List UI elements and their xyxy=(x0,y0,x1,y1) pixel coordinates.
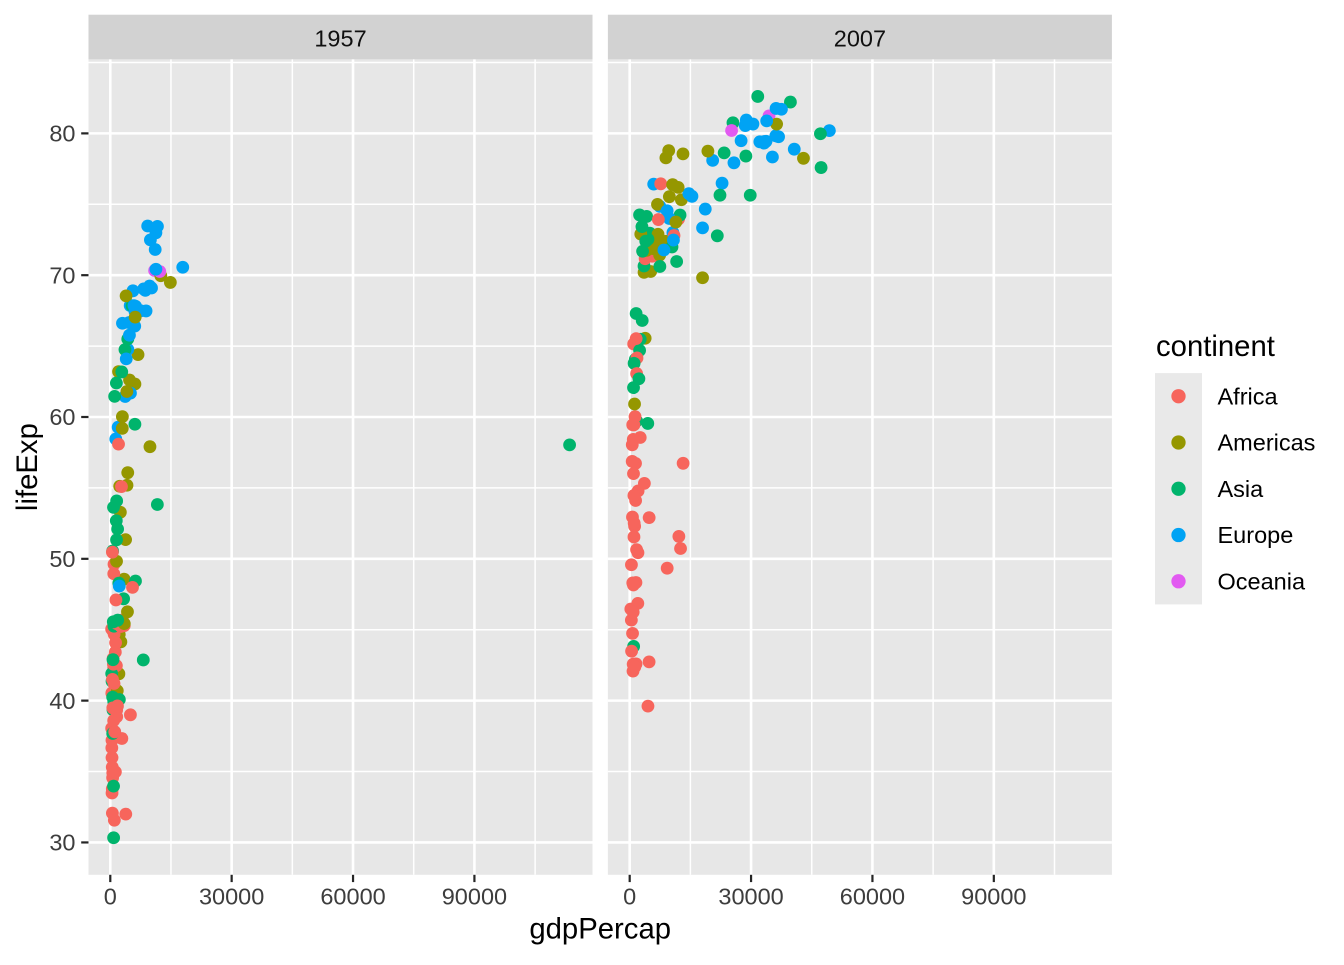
svg-text:Oceania: Oceania xyxy=(1218,568,1306,594)
svg-text:40: 40 xyxy=(49,688,75,714)
svg-text:90000: 90000 xyxy=(961,884,1026,910)
svg-text:Africa: Africa xyxy=(1218,383,1279,409)
svg-text:30: 30 xyxy=(49,830,75,856)
svg-text:70: 70 xyxy=(49,262,75,288)
svg-text:0: 0 xyxy=(104,884,117,910)
svg-text:0: 0 xyxy=(623,884,636,910)
svg-text:Americas: Americas xyxy=(1218,430,1316,456)
svg-text:30000: 30000 xyxy=(718,884,783,910)
svg-text:continent: continent xyxy=(1156,330,1275,363)
svg-text:lifeExp: lifeExp xyxy=(11,423,44,511)
svg-text:Europe: Europe xyxy=(1218,522,1294,548)
svg-text:50: 50 xyxy=(49,546,75,572)
svg-text:60000: 60000 xyxy=(840,884,905,910)
svg-text:Asia: Asia xyxy=(1218,476,1265,502)
svg-text:60: 60 xyxy=(49,404,75,430)
svg-text:80: 80 xyxy=(49,121,75,147)
svg-text:gdpPercap: gdpPercap xyxy=(529,913,671,946)
svg-text:60000: 60000 xyxy=(320,884,385,910)
svg-text:1957: 1957 xyxy=(314,25,366,51)
svg-text:30000: 30000 xyxy=(199,884,264,910)
svg-text:2007: 2007 xyxy=(834,25,886,51)
svg-text:90000: 90000 xyxy=(442,884,507,910)
